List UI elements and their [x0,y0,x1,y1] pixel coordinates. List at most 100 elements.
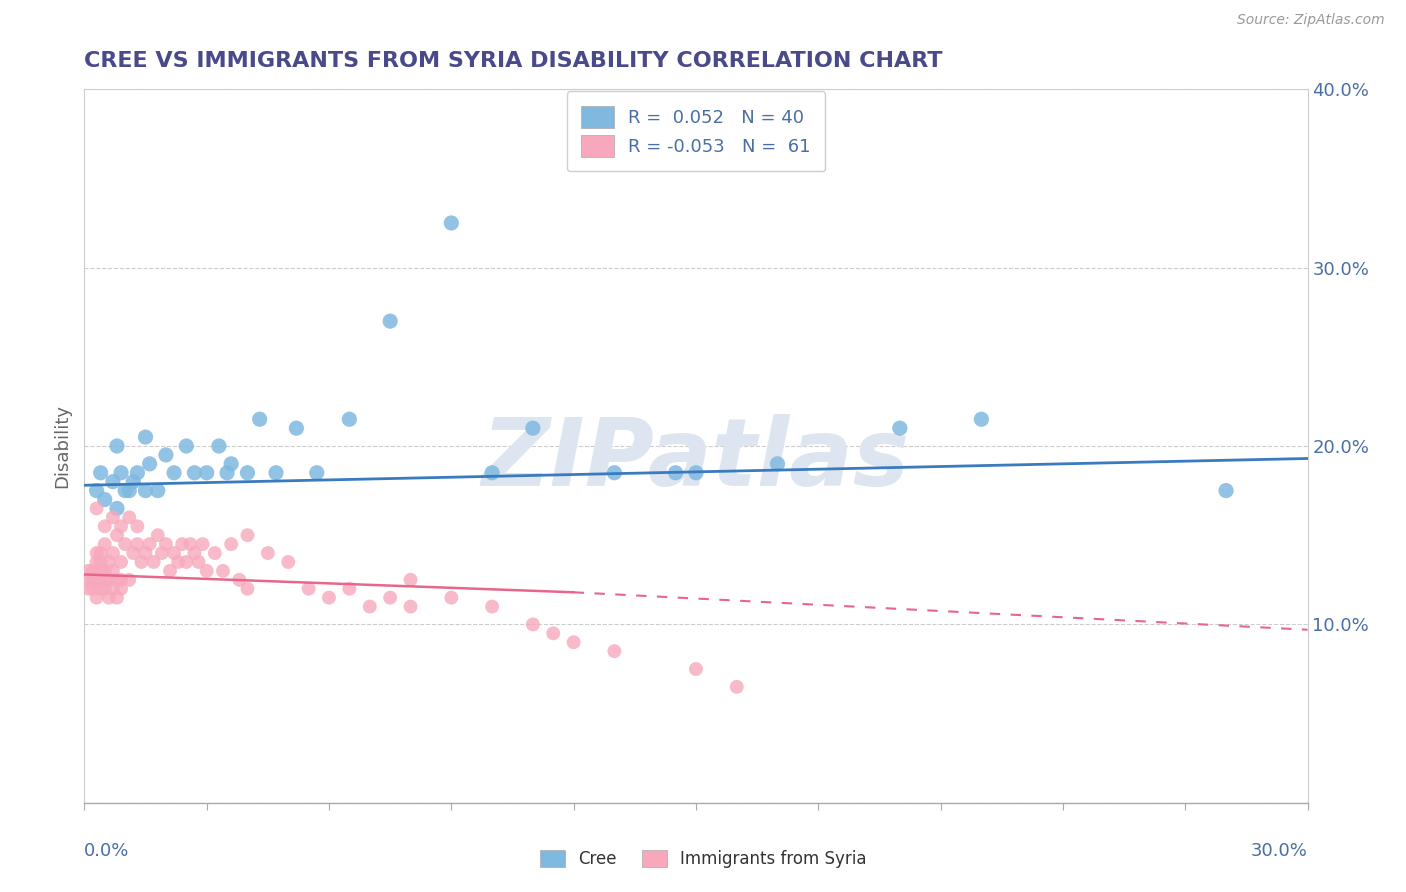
Point [110,519,132,533]
Y-axis label: Disability: Disability [53,404,72,488]
Point [195,564,218,578]
Point [110,466,132,480]
Point [603,644,626,658]
Point [236,466,259,480]
Point [127,466,149,480]
Point [93,582,115,596]
Point [685,466,707,480]
Point [97,591,120,605]
Point [155,448,177,462]
Point [101,582,124,596]
Point [127,519,149,533]
Text: CREE VS IMMIGRANTS FROM SYRIA DISABILITY CORRELATION CHART: CREE VS IMMIGRANTS FROM SYRIA DISABILITY… [84,51,943,71]
Point [93,564,115,578]
Point [105,591,128,605]
Point [101,510,124,524]
Point [228,573,250,587]
Point [285,421,308,435]
Point [105,528,128,542]
Point [105,573,128,587]
Point [90,582,112,596]
Point [562,635,585,649]
Point [766,457,789,471]
Point [90,546,112,560]
Point [118,510,141,524]
Text: ZIPatlas: ZIPatlas [482,414,910,507]
Point [399,573,422,587]
Point [339,412,361,426]
Point [481,599,503,614]
Point [380,591,402,605]
Point [101,546,124,560]
Point [219,457,242,471]
Text: Source: ZipAtlas.com: Source: ZipAtlas.com [1237,13,1385,28]
Point [481,466,503,480]
Point [138,457,160,471]
Point [93,573,115,587]
Point [155,537,177,551]
Point [86,591,108,605]
Point [685,662,707,676]
Point [339,582,361,596]
Point [1215,483,1237,498]
Point [97,573,120,587]
Point [159,564,181,578]
Point [110,582,132,596]
Point [118,573,141,587]
Point [114,483,136,498]
Text: 30.0%: 30.0% [1251,842,1308,860]
Point [603,466,626,480]
Point [665,466,688,480]
Point [77,564,100,578]
Point [146,483,169,498]
Point [105,439,128,453]
Point [236,528,259,542]
Point [114,537,136,551]
Point [970,412,993,426]
Point [440,216,463,230]
Point [77,573,100,587]
Point [135,430,157,444]
Legend: R =  0.052   N = 40, R = -0.053   N =  61: R = 0.052 N = 40, R = -0.053 N = 61 [567,91,825,171]
Point [208,439,231,453]
Point [150,546,173,560]
Point [90,466,112,480]
Point [236,582,259,596]
Point [131,555,153,569]
Point [318,591,340,605]
Point [110,573,132,587]
Point [217,466,239,480]
Point [298,582,321,596]
Point [183,466,205,480]
Point [725,680,748,694]
Point [93,492,115,507]
Point [183,546,205,560]
Point [359,599,381,614]
Point [90,564,112,578]
Point [101,564,124,578]
Point [179,537,201,551]
Point [174,439,197,453]
Point [101,475,124,489]
Point [264,466,287,480]
Point [212,564,235,578]
Point [187,555,209,569]
Point [163,466,186,480]
Point [195,466,218,480]
Point [163,546,186,560]
Point [77,582,100,596]
Point [82,564,104,578]
Point [93,519,115,533]
Point [86,483,108,498]
Point [82,582,104,596]
Legend: Cree, Immigrants from Syria: Cree, Immigrants from Syria [533,843,873,875]
Point [86,501,108,516]
Point [122,475,145,489]
Point [118,483,141,498]
Point [135,483,157,498]
Text: 0.0%: 0.0% [84,842,129,860]
Point [522,617,544,632]
Point [138,537,160,551]
Point [146,528,169,542]
Point [204,546,226,560]
